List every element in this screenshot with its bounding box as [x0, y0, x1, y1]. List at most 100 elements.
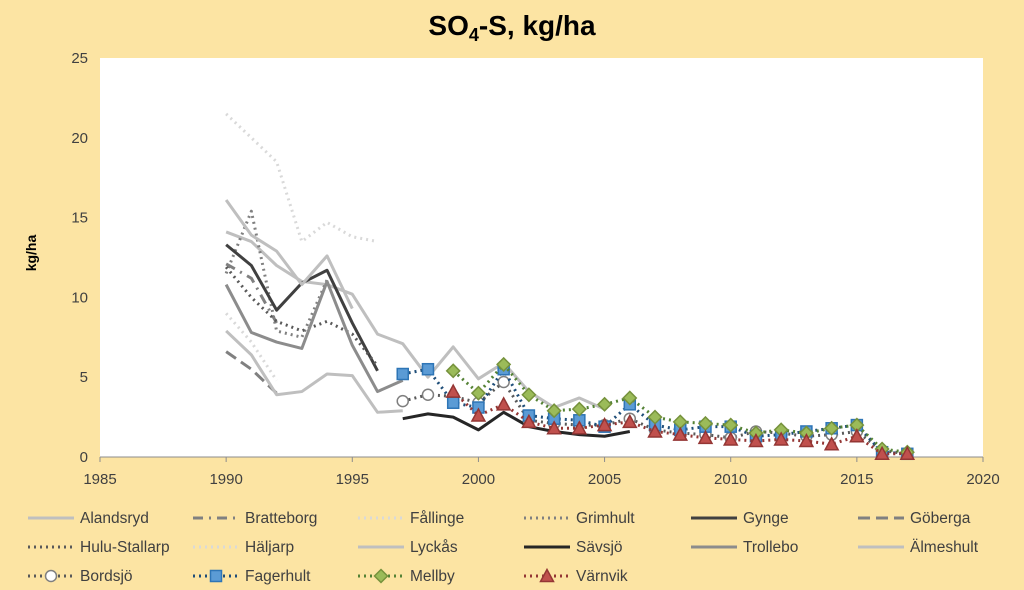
y-tick-label: 25 — [71, 50, 88, 67]
legend-marker — [539, 567, 555, 583]
series-layer — [224, 112, 916, 461]
data-point-bordsj- — [497, 375, 510, 389]
legend-label: Gynge — [743, 510, 789, 527]
legend-item-s-vsj-: Sävsjö — [524, 539, 623, 556]
data-point-v-rnvik — [823, 436, 840, 451]
x-tick-label: 2020 — [966, 471, 999, 488]
y-tick-label: 15 — [71, 210, 88, 227]
series-h-ljarp — [225, 312, 278, 382]
legend-item-trollebo: Trollebo — [691, 539, 798, 556]
legend-label: Alandsryd — [80, 510, 149, 527]
data-point-bordsj- — [396, 394, 409, 408]
series-line--lmeshult — [224, 199, 354, 310]
series-trollebo — [224, 279, 404, 394]
data-point-v-rnvik — [849, 428, 865, 443]
legend-label: Mellby — [410, 568, 455, 585]
series-line-alandsryd — [225, 230, 606, 411]
legend-label: Häljarp — [245, 539, 294, 556]
series-v-rnvik — [445, 383, 916, 461]
legend-label: Fållinge — [410, 510, 464, 527]
y-tick-label: 20 — [71, 130, 88, 147]
data-point-v-rnvik — [571, 420, 588, 435]
series-line-hulu-stallarp — [224, 266, 379, 367]
data-point-mellby — [571, 401, 587, 417]
legend-label: Värnvik — [576, 568, 628, 585]
legend-marker — [209, 569, 223, 583]
data-point-v-rnvik — [622, 413, 638, 429]
legend-item-bratteborg: Bratteborg — [193, 510, 317, 527]
x-tick-label: 2010 — [714, 471, 747, 488]
data-point-v-rnvik — [899, 445, 916, 461]
series-line-bratteborg — [225, 262, 278, 324]
data-point-v-rnvik — [874, 445, 890, 461]
data-point-v-rnvik — [647, 423, 663, 438]
y-axis-label: kg/ha — [23, 235, 39, 272]
data-point-mellby — [622, 390, 638, 406]
plot-area — [100, 58, 983, 457]
data-point-v-rnvik — [495, 396, 512, 411]
data-point-v-rnvik — [722, 431, 739, 446]
data-point-fagerhult — [421, 362, 435, 376]
y-tick-label: 0 — [80, 449, 88, 466]
series-line-trollebo — [224, 279, 404, 394]
data-point-v-rnvik — [521, 413, 537, 429]
legend-item-hulu-stallarp: Hulu-Stallarp — [28, 539, 170, 556]
series-lyck-s — [225, 329, 403, 414]
legend-item-gynge: Gynge — [691, 510, 789, 527]
legend-label: Älmeshult — [910, 539, 979, 556]
series-line-lyck-s — [225, 329, 403, 414]
x-tick-label: 2015 — [840, 471, 873, 488]
data-point-mellby — [824, 420, 840, 436]
series-bratteborg — [225, 262, 278, 324]
legend-item-v-rnvik: Värnvik — [524, 567, 628, 585]
data-point-mellby — [546, 403, 562, 419]
chart-title: SO4-S, kg/ha — [428, 10, 596, 45]
y-tick-label: 5 — [80, 369, 88, 386]
legend-item-fagerhult: Fagerhult — [193, 568, 311, 585]
data-point-fagerhult — [396, 367, 409, 381]
legend-label: Sävsjö — [576, 539, 623, 556]
chart-title-rest: -S, kg/ha — [479, 10, 596, 41]
legend-label: Trollebo — [743, 539, 798, 556]
x-tick-label: 1995 — [336, 471, 369, 488]
x-tick-label: 2000 — [462, 471, 495, 488]
data-point-mellby — [470, 385, 486, 401]
legend-item--lmeshult: Älmeshult — [858, 539, 979, 556]
y-tick-label: 10 — [71, 289, 88, 306]
series-g-berga — [225, 350, 278, 395]
legend: Alandsryd Bratteborg Fållinge Grimhult Gynge… — [28, 510, 979, 585]
legend-item-bordsj-: Bordsjö — [28, 568, 133, 585]
legend-marker — [44, 569, 58, 583]
data-point-v-rnvik — [798, 432, 815, 448]
data-point-v-rnvik — [470, 407, 487, 422]
legend-label: Hulu-Stallarp — [80, 539, 170, 556]
x-tick-label: 2005 — [588, 471, 621, 488]
data-point-mellby — [496, 356, 512, 372]
x-tick-label: 1985 — [83, 471, 116, 488]
legend-label: Bordsjö — [80, 568, 133, 585]
data-point-v-rnvik — [445, 383, 461, 398]
legend-marker — [373, 568, 389, 584]
legend-label: Göberga — [910, 510, 971, 527]
data-point-v-rnvik — [773, 431, 789, 446]
legend-item-g-berga: Göberga — [858, 510, 971, 527]
legend-item-mellby: Mellby — [358, 568, 455, 585]
data-point-mellby — [445, 363, 461, 379]
data-point-fagerhult — [446, 396, 460, 409]
legend-label: Grimhult — [576, 510, 635, 527]
series-line-g-berga — [225, 350, 278, 395]
data-point-v-rnvik — [672, 426, 689, 441]
legend-label: Bratteborg — [245, 510, 317, 527]
series-hulu-stallarp — [224, 266, 379, 367]
data-point-v-rnvik — [748, 432, 764, 448]
series-line-h-ljarp — [225, 312, 278, 382]
legend-item-h-ljarp: Häljarp — [193, 539, 294, 556]
axes: 1985 1990 1995 2000 2005 2010 2015 2020 0 5 10 15 20… — [71, 50, 999, 488]
legend-item-alandsryd: Alandsryd — [28, 510, 149, 527]
series--lmeshult — [224, 199, 354, 310]
data-point-mellby — [521, 387, 537, 403]
data-point-mellby — [597, 396, 613, 412]
series-s-vsj- — [402, 410, 631, 438]
data-point-bordsj- — [421, 388, 435, 402]
